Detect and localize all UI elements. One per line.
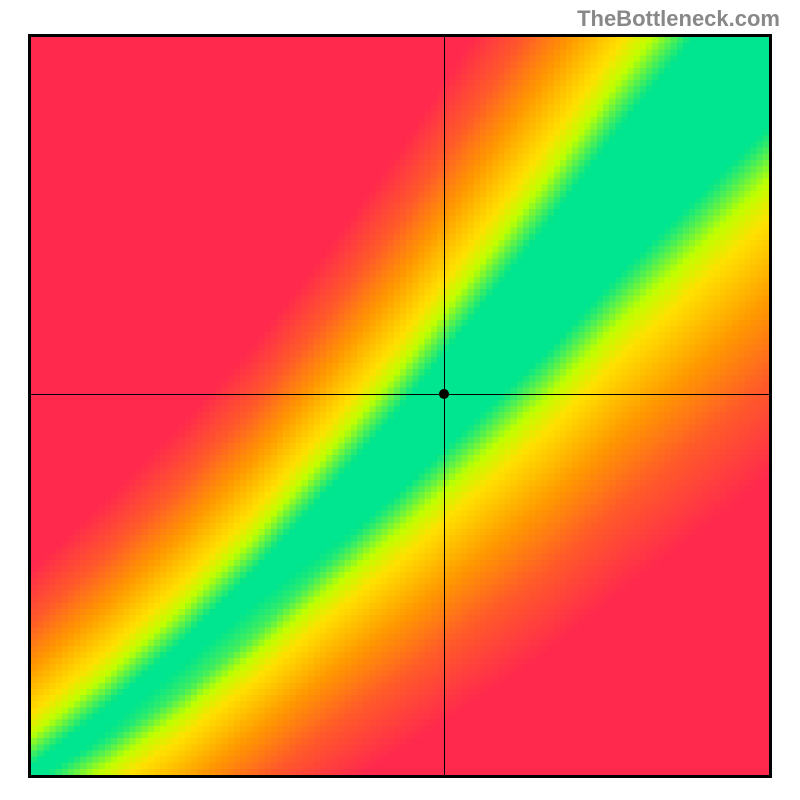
- heatmap-plot: [28, 34, 772, 778]
- crosshair-dot: [438, 388, 450, 400]
- crosshair-vertical: [444, 37, 445, 775]
- watermark-text: TheBottleneck.com: [577, 6, 780, 32]
- heatmap-canvas: [31, 37, 769, 775]
- crosshair-horizontal: [31, 394, 769, 395]
- chart-container: TheBottleneck.com: [0, 0, 800, 800]
